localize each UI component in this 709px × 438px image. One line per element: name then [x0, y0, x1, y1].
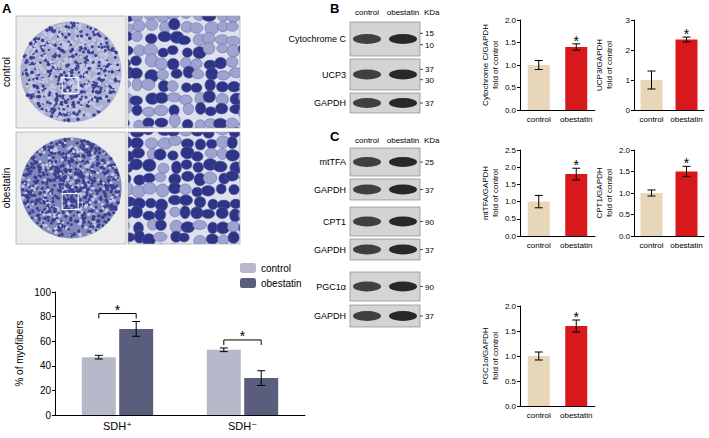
svg-text:GAPDH: GAPDH [314, 98, 346, 108]
svg-text:*: * [574, 309, 580, 325]
svg-text:10: 10 [425, 41, 434, 50]
svg-text:25: 25 [425, 158, 434, 167]
svg-text:control: control [261, 263, 291, 274]
svg-text:1.0: 1.0 [505, 197, 517, 206]
svg-text:3: 3 [626, 16, 631, 25]
svg-text:0.0: 0.0 [505, 106, 517, 115]
svg-text:PGC1α/GAPDH: PGC1α/GAPDH [481, 327, 490, 384]
svg-text:2.0: 2.0 [505, 16, 517, 25]
svg-text:mtTFA: mtTFA [320, 157, 347, 167]
svg-text:obestatin: obestatin [1, 168, 12, 209]
svg-text:37: 37 [425, 312, 434, 321]
svg-text:15: 15 [425, 29, 434, 38]
svg-text:obestatin: obestatin [560, 411, 592, 420]
svg-text:KDa: KDa [424, 8, 440, 17]
svg-text:2: 2 [626, 46, 631, 55]
svg-text:control: control [639, 115, 663, 124]
svg-text:fold of control: fold of control [491, 169, 500, 217]
svg-text:SDH⁺: SDH⁺ [103, 420, 132, 432]
svg-text:2.0: 2.0 [505, 302, 517, 311]
svg-text:90: 90 [425, 218, 434, 227]
svg-text:obestatin: obestatin [670, 241, 702, 250]
svg-text:KDa: KDa [424, 136, 440, 145]
svg-text:30: 30 [425, 76, 434, 85]
svg-text:1.5: 1.5 [505, 38, 517, 47]
svg-text:0: 0 [626, 106, 631, 115]
svg-text:mtTFA/GAPDH: mtTFA/GAPDH [481, 166, 490, 220]
svg-text:UCP3: UCP3 [322, 70, 346, 80]
svg-text:37: 37 [425, 65, 434, 74]
svg-text:90: 90 [425, 283, 434, 292]
svg-text:obestatin: obestatin [670, 115, 702, 124]
svg-text:obestatin: obestatin [560, 115, 592, 124]
svg-text:0.5: 0.5 [505, 214, 517, 223]
svg-text:control: control [527, 411, 551, 420]
svg-text:CPT1: CPT1 [323, 217, 346, 227]
svg-text:60: 60 [40, 336, 52, 347]
svg-text:GAPDH: GAPDH [314, 245, 346, 255]
svg-text:*: * [574, 33, 580, 49]
svg-text:% of myofibers: % of myofibers [14, 320, 25, 386]
svg-text:0.5: 0.5 [505, 377, 517, 386]
svg-text:1.0: 1.0 [505, 352, 517, 361]
svg-text:obestatin: obestatin [560, 241, 592, 250]
svg-text:fold of control: fold of control [491, 41, 500, 89]
svg-text:0: 0 [45, 410, 51, 421]
svg-text:2.0: 2.0 [505, 163, 517, 172]
svg-text:Cytochrome C: Cytochrome C [288, 34, 346, 44]
svg-text:2.0: 2.0 [619, 146, 631, 155]
svg-text:0.0: 0.0 [505, 402, 517, 411]
svg-text:control: control [1, 57, 12, 87]
svg-text:obestatin: obestatin [387, 8, 419, 17]
svg-text:Cytochrome C/GAPDH: Cytochrome C/GAPDH [481, 24, 490, 106]
svg-text:40: 40 [40, 360, 52, 371]
svg-text:control: control [355, 8, 379, 17]
svg-text:control: control [527, 241, 551, 250]
svg-text:*: * [684, 26, 690, 42]
svg-text:0.5: 0.5 [619, 210, 631, 219]
svg-text:*: * [240, 328, 246, 344]
svg-text:*: * [574, 157, 580, 173]
svg-text:GAPDH: GAPDH [314, 185, 346, 195]
svg-text:control: control [527, 115, 551, 124]
svg-text:fold of control: fold of control [491, 332, 500, 380]
svg-text:37: 37 [425, 246, 434, 255]
svg-text:fold of control: fold of control [605, 169, 614, 217]
svg-text:*: * [684, 155, 690, 171]
svg-text:obestatin: obestatin [387, 136, 419, 145]
svg-text:1.5: 1.5 [505, 327, 517, 336]
svg-text:fold of control: fold of control [605, 41, 614, 89]
svg-text:0.0: 0.0 [505, 232, 517, 241]
svg-text:CPT1/GAPDH: CPT1/GAPDH [595, 167, 604, 218]
svg-text:C: C [330, 129, 340, 144]
svg-text:*: * [115, 302, 121, 318]
svg-text:20: 20 [40, 385, 52, 396]
svg-text:2.5: 2.5 [505, 146, 517, 155]
svg-text:37: 37 [425, 186, 434, 195]
svg-text:0.5: 0.5 [505, 83, 517, 92]
svg-text:80: 80 [40, 311, 52, 322]
svg-text:0.0: 0.0 [619, 232, 631, 241]
svg-text:100: 100 [34, 287, 51, 298]
svg-text:obestatin: obestatin [261, 278, 302, 289]
svg-text:1: 1 [626, 76, 631, 85]
svg-text:PGC1α: PGC1α [316, 282, 346, 292]
svg-text:1.5: 1.5 [619, 167, 631, 176]
svg-text:1.0: 1.0 [619, 189, 631, 198]
svg-text:1.0: 1.0 [505, 61, 517, 70]
svg-text:A: A [2, 1, 12, 16]
svg-text:GAPDH: GAPDH [314, 311, 346, 321]
svg-text:UCP3/GAPDH: UCP3/GAPDH [595, 39, 604, 91]
svg-text:1.5: 1.5 [505, 180, 517, 189]
svg-text:B: B [330, 1, 339, 16]
svg-text:control: control [355, 136, 379, 145]
svg-text:control: control [639, 241, 663, 250]
svg-text:37: 37 [425, 99, 434, 108]
svg-text:SDH⁻: SDH⁻ [228, 420, 257, 432]
